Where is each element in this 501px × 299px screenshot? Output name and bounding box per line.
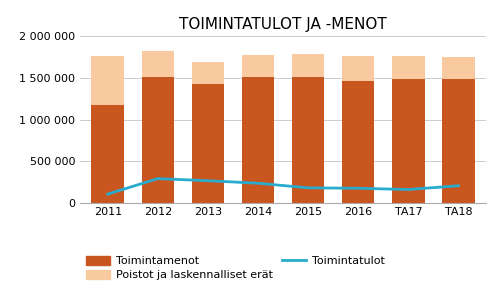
Bar <box>141 51 174 77</box>
Bar <box>91 56 124 105</box>
Bar <box>292 77 324 203</box>
Bar <box>91 105 124 203</box>
Bar <box>241 77 274 203</box>
Bar <box>191 62 224 84</box>
Bar <box>342 81 374 203</box>
Bar <box>392 80 424 203</box>
Bar <box>292 54 324 77</box>
Bar <box>392 57 424 80</box>
Title: TOIMINTATULOT JA -MENOT: TOIMINTATULOT JA -MENOT <box>179 17 387 32</box>
Bar <box>191 84 224 203</box>
Bar <box>442 79 474 203</box>
Bar <box>141 77 174 203</box>
Bar <box>241 55 274 77</box>
Legend: Toimintamenot, Poistot ja laskennalliset erät, Toimintatulot, : Toimintamenot, Poistot ja laskennalliset… <box>86 256 384 280</box>
Bar <box>342 56 374 81</box>
Bar <box>442 57 474 79</box>
